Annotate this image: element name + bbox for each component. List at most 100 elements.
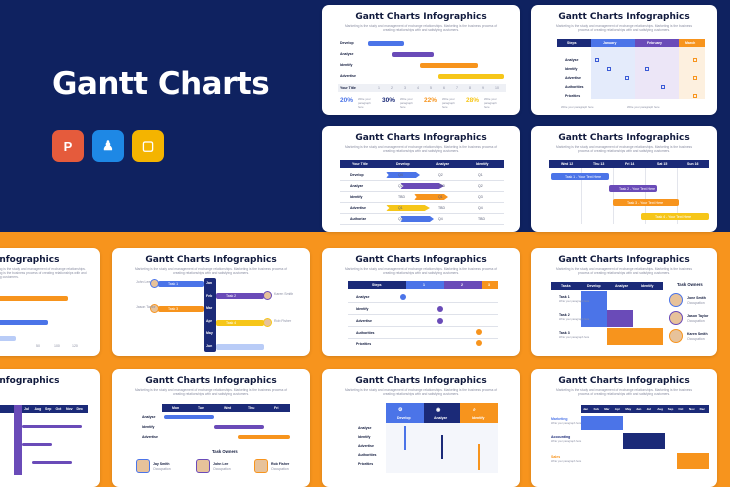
month-label: Jan	[583, 407, 589, 411]
slide-title-partial: Infographics	[0, 376, 60, 386]
axis-tick: 6	[443, 86, 445, 90]
slide-subtitle: Marketing is the study and management of…	[344, 267, 498, 275]
gantt-column	[14, 405, 22, 475]
column-shade	[679, 47, 705, 99]
row-label: Identify	[358, 435, 371, 439]
row-divider	[348, 314, 498, 315]
task-label: Task 4 - Your Text Here	[655, 214, 692, 219]
checkbox[interactable]	[693, 76, 697, 80]
cell-value: Q3	[398, 217, 403, 221]
checkbox[interactable]	[693, 58, 697, 62]
slide-title: Gantt Charts Infographics	[355, 133, 487, 143]
slide-title: Gantt Charts Infographics	[355, 255, 487, 265]
checkbox[interactable]	[607, 67, 611, 71]
header-label: Steps	[567, 41, 577, 45]
avatar	[263, 291, 272, 300]
slide-thumbnail-7[interactable]: Gantt Charts Infographics Marketing is t…	[322, 248, 520, 356]
stat-text: Write your paragraph here	[358, 97, 371, 109]
gantt-block	[607, 328, 663, 345]
row-label: Analyse	[356, 295, 370, 299]
slide-thumbnail-12[interactable]: Gantt Charts Infographics Marketing is t…	[531, 369, 717, 487]
month-label: Aug	[34, 407, 42, 411]
slide-subtitle: Marketing is the study and management of…	[134, 267, 288, 275]
header-cell	[424, 403, 460, 423]
gantt-bar	[368, 41, 404, 46]
person-name: Karen Smith	[274, 292, 294, 296]
owners-title: Task Owners	[677, 282, 703, 287]
arrow-bar	[386, 205, 430, 211]
task-bar: Task 3	[158, 306, 204, 312]
row-label: Advertise	[565, 76, 581, 80]
keynote-icon[interactable]: ♟	[92, 130, 124, 162]
row-divider	[348, 326, 498, 327]
month-column	[204, 278, 216, 352]
slide-thumbnail-10[interactable]: Gantt Charts Infographics Marketing is t…	[112, 369, 310, 487]
header-cell	[591, 39, 635, 47]
header-label: Analyze	[434, 416, 448, 420]
header-cell	[482, 281, 498, 289]
stat-text: Write your paragraph here	[400, 97, 413, 109]
grid-line	[613, 168, 614, 224]
powerpoint-icon[interactable]: P	[52, 130, 84, 162]
checkbox[interactable]	[693, 94, 697, 98]
slide-thumbnail-6[interactable]: Gantt Charts Infographics Marketing is t…	[112, 248, 310, 356]
settings-icon: ⚙	[398, 407, 403, 413]
day-label: Thu	[248, 406, 255, 410]
row-label: Advertise	[356, 319, 372, 323]
task-bar: Task 2 - Your Text Here	[609, 185, 657, 192]
row-label: Identify	[142, 425, 155, 429]
gantt-bar	[164, 415, 214, 419]
row-label: Authorize	[350, 217, 367, 221]
arrow-bar	[400, 183, 444, 189]
header-label: Tasks	[561, 284, 571, 288]
google-slides-glyph: ▢	[141, 138, 155, 153]
gantt-block	[581, 291, 607, 327]
slide-thumbnail-2[interactable]: Gantt Charts Infographics Marketing is t…	[531, 5, 717, 115]
task-label: Task 2	[559, 313, 570, 317]
slide-thumbnail-8[interactable]: Gantt Charts Infographics Marketing is t…	[531, 248, 717, 356]
task-bar: Task 1	[158, 281, 204, 287]
slide-thumbnail-9[interactable]: Infographics Jul Aug Sep Oct Nov Dec	[0, 369, 100, 487]
cell-value: TBD	[438, 184, 445, 188]
slide-thumbnail-4[interactable]: Gantt Charts Infographics Marketing is t…	[531, 126, 717, 232]
owner-role: Occupation	[687, 301, 705, 305]
avatar	[136, 459, 150, 473]
task-label: Task 1	[559, 295, 570, 299]
slide-thumbnail-11[interactable]: Gantt Charts Infographics Marketing is t…	[322, 369, 520, 487]
slide-subtitle: Marketing is the study and management of…	[344, 24, 498, 32]
grid-line	[581, 168, 582, 224]
month-label: Jan	[206, 281, 213, 285]
grid-line	[645, 168, 646, 224]
eye-icon: ◉	[436, 407, 441, 413]
row-label: Analyse	[565, 58, 579, 62]
legend-text: Write your paragraph here	[561, 105, 594, 109]
slide-thumbnail-5[interactable]: Infographics Marketing is the study and …	[0, 248, 100, 356]
row-note: Write your paragraph here	[551, 460, 582, 463]
owner-role: Occupation	[271, 467, 289, 471]
google-slides-icon[interactable]: ▢	[132, 130, 164, 162]
task-label: Task 1	[168, 282, 179, 286]
check-icon	[476, 329, 482, 335]
slide-thumbnail-3[interactable]: Gantt Charts Infographics Marketing is t…	[322, 126, 520, 232]
checkbox[interactable]	[595, 58, 599, 62]
gantt-bar	[214, 425, 264, 429]
slide-subtitle: Marketing is the study and management of…	[556, 145, 692, 153]
checkbox[interactable]	[625, 76, 629, 80]
day-header	[162, 404, 290, 412]
cell-value: Q1	[438, 195, 443, 199]
slide-thumbnail-1[interactable]: Gantt Charts Infographics Marketing is t…	[322, 5, 520, 115]
slide-subtitle: Marketing is the study and management of…	[344, 145, 498, 153]
gantt-bar	[22, 443, 52, 446]
task-label: Task 3	[559, 331, 570, 335]
checkbox[interactable]	[661, 85, 665, 89]
owner-name: Jason Taylor	[687, 314, 709, 318]
avatar	[669, 293, 683, 307]
slide-subtitle: Marketing is the study and management of…	[556, 24, 692, 32]
gantt-line	[478, 444, 480, 470]
task-bar: Task 4	[216, 320, 264, 326]
table-header	[340, 160, 504, 168]
row-label: Develop	[350, 173, 364, 177]
stat-value: 22%	[424, 97, 438, 104]
day-label: Wed	[224, 406, 232, 410]
checkbox[interactable]	[645, 67, 649, 71]
